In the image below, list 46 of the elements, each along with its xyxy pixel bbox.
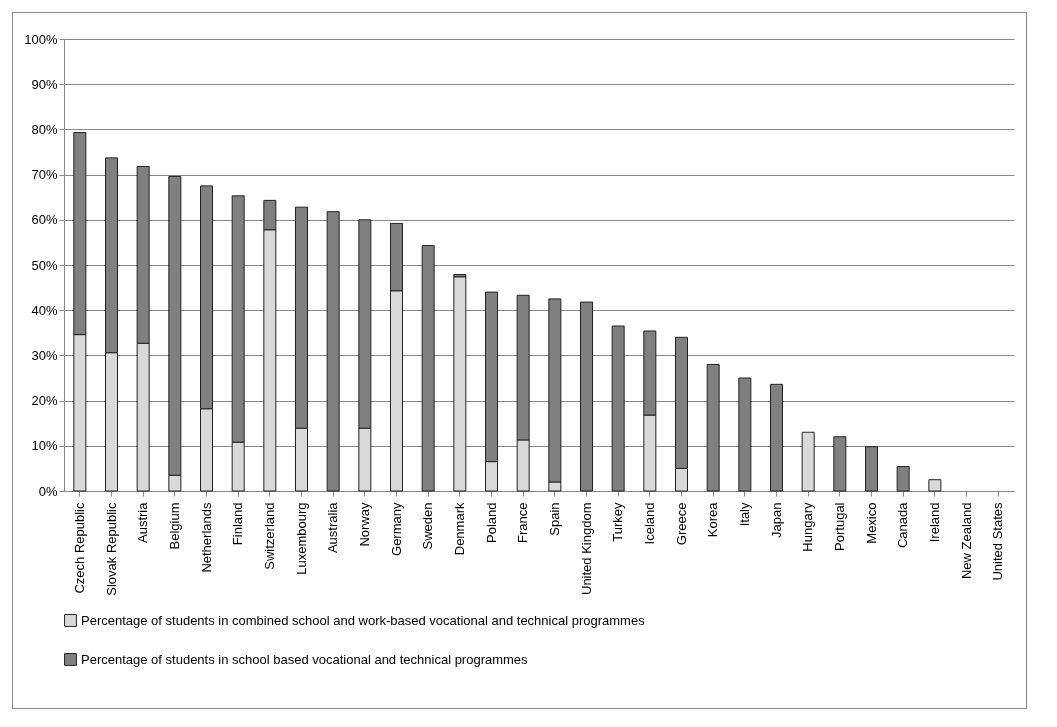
y-tick-label: 20% <box>31 393 58 409</box>
x-tick-label: Mexico <box>863 502 879 544</box>
bar <box>801 431 815 492</box>
x-tick-label: Ireland <box>926 502 942 543</box>
bar <box>928 479 942 492</box>
y-tick-label: 30% <box>31 347 58 363</box>
y-tick-label: 80% <box>31 121 58 137</box>
x-tick-label: Netherlands <box>198 502 214 573</box>
y-tick-label: 0% <box>38 483 58 499</box>
x-tick-label: Austria <box>135 501 151 543</box>
y-tick-label: 90% <box>31 76 58 92</box>
x-tick-label: Luxembourg <box>293 502 309 575</box>
x-tick-label: Finland <box>230 502 246 546</box>
y-tick-label: 60% <box>31 212 58 228</box>
bar <box>453 276 467 492</box>
x-tick-label: Spain <box>546 502 562 536</box>
x-tick-label: Poland <box>483 502 499 543</box>
x-tick-label: Slovak Republic <box>103 502 119 596</box>
x-tick-label: Czech Republic <box>71 502 87 594</box>
x-tick-label: Sweden <box>420 502 436 550</box>
x-tick-label: Turkey <box>610 502 626 542</box>
y-tick-label: 50% <box>31 257 58 273</box>
legend-label: Percentage of students in school based vocational and technical programmes <box>81 651 529 667</box>
x-tick-label: Hungary <box>800 502 816 552</box>
x-tick-label: Portugal <box>831 502 847 551</box>
x-tick-label: Australia <box>325 501 341 554</box>
y-tick-label: 10% <box>31 438 58 454</box>
legend-label: Percentage of students in combined school and work-based vocational and technical programmes <box>81 612 646 628</box>
x-tick-label: New Zealand <box>958 502 974 580</box>
x-tick-label: Norway <box>356 502 372 547</box>
x-tick-label: Japan <box>768 502 784 538</box>
x-tick-label: Italy <box>736 502 752 527</box>
y-tick-label: 70% <box>31 167 58 183</box>
x-tick-label: Belgium <box>166 502 182 550</box>
x-tick-label: Iceland <box>641 502 657 545</box>
x-tick-label: United States <box>990 502 1006 581</box>
x-tick-label: Denmark <box>451 502 467 556</box>
x-tick-label: Canada <box>895 501 911 549</box>
x-tick-label: Greece <box>673 502 689 546</box>
x-tick-label: Germany <box>388 502 404 556</box>
x-tick-label: Korea <box>705 501 721 538</box>
y-tick-label: 100% <box>24 31 58 47</box>
x-tick-label: United Kingdom <box>578 502 594 595</box>
x-tick-label: France <box>515 502 531 543</box>
y-tick-label: 40% <box>31 302 58 318</box>
x-tick-label: Switzerland <box>261 502 277 570</box>
